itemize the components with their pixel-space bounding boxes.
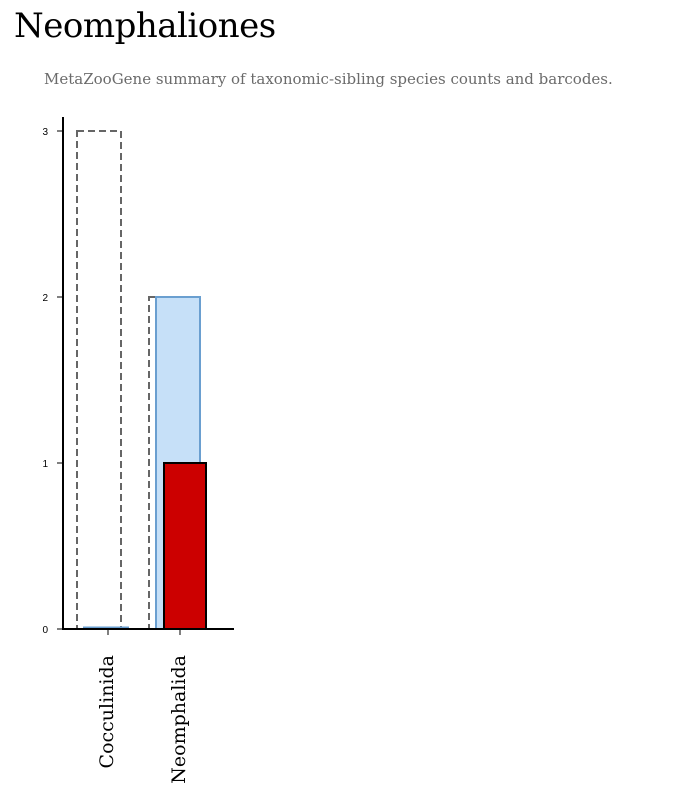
x-tick-label: Cocculinida [96, 655, 118, 768]
y-tick-label: 3 [42, 127, 48, 138]
page-subtitle: MetaZooGene summary of taxonomic-sibling… [44, 70, 613, 88]
page-title: Neomphaliones [14, 6, 276, 46]
labels: Cocculinida Neomphalida 0 1 2 3 [42, 127, 190, 784]
x-tick-label: Neomphalida [168, 655, 190, 784]
bar-barcodes-neomphalida [163, 462, 207, 630]
axes [57, 117, 234, 635]
bars-layer [76, 130, 207, 630]
bar-total-cocculinida [76, 130, 122, 630]
y-tick-label: 2 [42, 293, 48, 304]
y-tick-label: 0 [42, 625, 48, 636]
y-tick-label: 1 [42, 459, 48, 470]
